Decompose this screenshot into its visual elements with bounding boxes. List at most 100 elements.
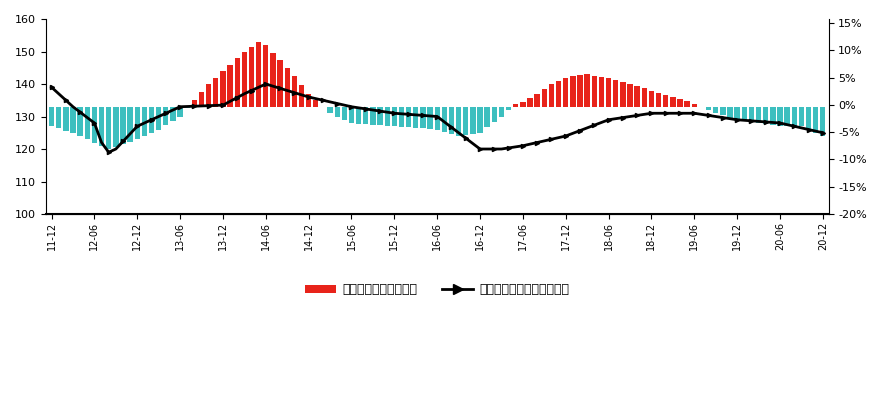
Bar (520, 102, 526, 107)
Bar (106, 107, 111, 149)
Bar (770, 107, 775, 125)
Bar (677, 99, 683, 107)
Bar (420, 107, 426, 129)
Bar (413, 107, 418, 128)
Bar (691, 103, 697, 107)
Bar (570, 76, 576, 107)
Bar (270, 52, 275, 107)
Bar (92, 107, 97, 142)
Bar (370, 107, 376, 125)
Bar (749, 107, 754, 122)
Bar (334, 107, 340, 116)
Bar (491, 107, 497, 122)
Bar (585, 74, 590, 107)
Bar (649, 90, 654, 107)
Bar (363, 107, 369, 124)
Legend: 同比变化（以美元计）, 新船价格指数（以美元计）: 同比变化（以美元计）, 新船价格指数（以美元计） (300, 278, 575, 302)
Bar (170, 107, 176, 121)
Bar (484, 107, 490, 127)
Bar (64, 107, 69, 131)
Bar (470, 107, 475, 134)
Bar (549, 84, 554, 107)
Bar (198, 92, 205, 107)
Bar (684, 101, 690, 107)
Bar (506, 107, 512, 110)
Bar (477, 107, 482, 133)
Bar (142, 107, 147, 136)
Bar (463, 107, 468, 135)
Bar (620, 82, 625, 107)
Bar (527, 98, 533, 107)
Bar (728, 107, 733, 118)
Bar (634, 86, 639, 107)
Bar (385, 107, 390, 126)
Bar (399, 107, 404, 127)
Bar (163, 107, 168, 125)
Bar (777, 107, 782, 126)
Bar (156, 107, 161, 129)
Bar (49, 107, 54, 126)
Bar (220, 71, 226, 107)
Bar (599, 76, 604, 107)
Bar (592, 76, 597, 107)
Bar (763, 107, 768, 124)
Bar (191, 100, 197, 107)
Bar (306, 94, 311, 107)
Bar (656, 93, 662, 107)
Bar (735, 107, 740, 120)
Bar (799, 107, 804, 126)
Bar (442, 107, 447, 132)
Bar (791, 107, 797, 126)
Bar (663, 95, 669, 107)
Bar (813, 107, 818, 133)
Bar (534, 94, 540, 107)
Bar (235, 58, 240, 107)
Bar (784, 107, 789, 126)
Bar (299, 85, 304, 107)
Bar (356, 107, 362, 123)
Bar (127, 107, 133, 142)
Bar (348, 107, 355, 123)
Bar (228, 65, 233, 107)
Bar (56, 107, 62, 129)
Bar (820, 107, 826, 136)
Bar (392, 107, 397, 126)
Bar (627, 84, 632, 107)
Bar (613, 80, 618, 107)
Bar (721, 107, 726, 116)
Bar (206, 84, 212, 107)
Bar (213, 78, 219, 107)
Bar (542, 89, 547, 107)
Bar (756, 107, 761, 123)
Bar (456, 107, 461, 136)
Bar (242, 52, 247, 107)
Bar (406, 107, 411, 127)
Bar (670, 97, 676, 107)
Bar (99, 107, 104, 146)
Bar (184, 107, 190, 108)
Bar (256, 42, 261, 107)
Bar (713, 107, 718, 113)
Bar (449, 107, 454, 134)
Bar (135, 107, 140, 139)
Bar (742, 107, 747, 121)
Bar (706, 107, 711, 110)
Bar (513, 103, 519, 107)
Bar (177, 107, 183, 116)
Bar (606, 78, 611, 107)
Bar (641, 88, 647, 107)
Bar (428, 107, 433, 129)
Bar (327, 107, 333, 113)
Bar (285, 68, 290, 107)
Bar (71, 107, 76, 133)
Bar (249, 47, 254, 107)
Bar (806, 107, 811, 129)
Bar (149, 107, 154, 133)
Bar (556, 81, 561, 107)
Bar (377, 107, 383, 125)
Bar (120, 107, 125, 144)
Bar (563, 78, 568, 107)
Bar (113, 107, 118, 147)
Bar (292, 76, 297, 107)
Bar (578, 75, 583, 107)
